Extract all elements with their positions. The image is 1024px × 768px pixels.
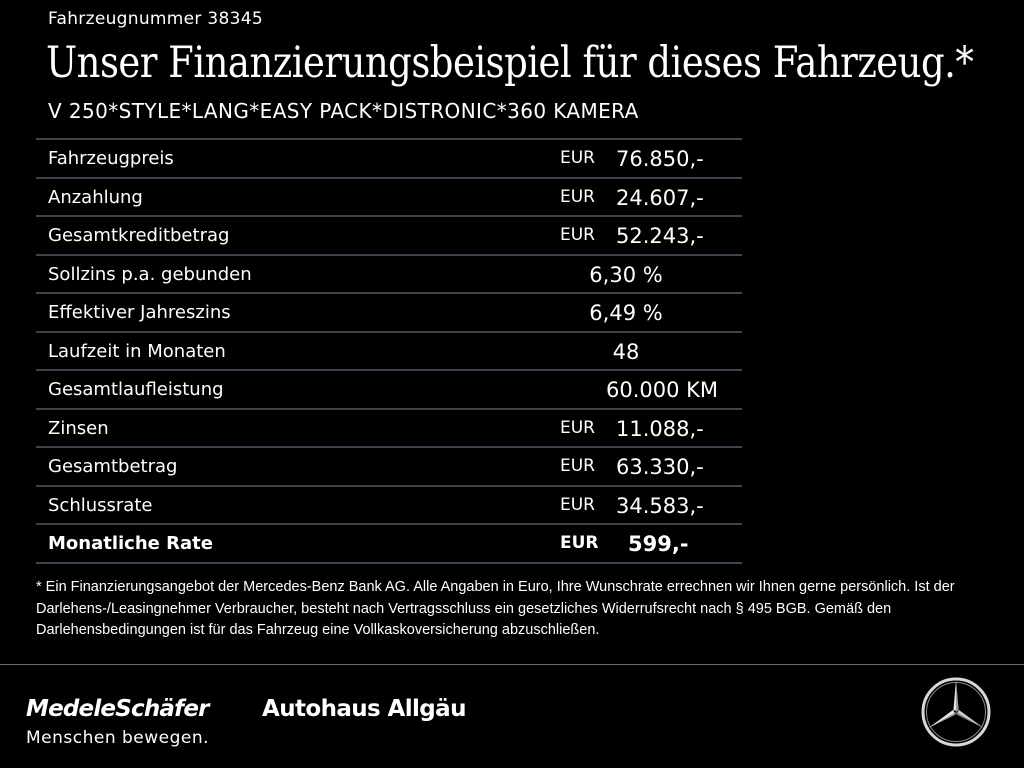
row-value: 48 [612,339,640,364]
row-label: Effektiver Jahreszins [48,302,231,323]
row-gesamtkreditbetrag: Gesamtkreditbetrag EUR 52.243,- [36,217,742,256]
row-schlussrate: Schlussrate EUR 34.583,- [36,487,742,525]
row-currency: EUR [560,456,595,476]
row-value: 24.607,- [616,185,704,210]
row-laufzeit: Laufzeit in Monaten 48 [36,333,742,371]
headline: Unser Finanzierungsbeispiel für dieses F… [46,38,974,88]
row-label: Laufzeit in Monaten [48,340,226,362]
slogan: Menschen bewegen. [26,728,210,748]
row-label: Zinsen [48,417,109,439]
brand-logo-medeleschaefer: MedeleSchäfer [26,696,209,722]
row-label: Sollzins p.a. gebunden [48,263,252,285]
row-monatliche-rate: Monatliche Rate EUR 599,- [36,525,742,564]
financing-table: Fahrzeugpreis EUR 76.850,- Anzahlung EUR… [36,138,742,564]
disclaimer: * Ein Finanzierungsangebot der Mercedes-… [36,579,955,638]
row-value: 76.850,- [616,147,704,171]
row-value: 599,- [628,532,689,556]
row-value: 60.000 KM [606,378,719,402]
row-label: Anzahlung [48,186,143,208]
row-sollzins: Sollzins p.a. gebunden 6,30 % [36,256,742,294]
footer-divider [0,664,1024,665]
row-value: 63.330,- [616,455,704,479]
row-label: Fahrzeugpreis [48,148,174,169]
model-line: V 250*STYLE*LANG*EASY PACK*DISTRONIC*360… [48,99,639,123]
row-currency: EUR [560,186,595,207]
row-value: 34.583,- [616,493,704,518]
row-value: 6,30 % [589,262,663,287]
row-currency: EUR [560,533,599,553]
row-fahrzeugpreis: Fahrzeugpreis EUR 76.850,- [36,140,742,179]
row-currency: EUR [560,494,595,515]
vehicle-number: Fahrzeugnummer 38345 [48,9,263,29]
row-label: Gesamtlaufleistung [48,379,224,400]
row-currency: EUR [560,225,595,245]
row-effektiver-jahreszins: Effektiver Jahreszins 6,49 % [36,294,742,333]
row-label: Monatliche Rate [48,533,213,554]
row-currency: EUR [560,417,595,438]
row-zinsen: Zinsen EUR 11.088,- [36,410,742,448]
mercedes-star-icon [921,677,991,747]
row-value: 52.243,- [616,224,704,248]
row-gesamtlaufleistung: Gesamtlaufleistung 60.000 KM [36,371,742,410]
row-anzahlung: Anzahlung EUR 24.607,- [36,179,742,217]
row-label: Schlussrate [48,494,153,516]
row-value: 6,49 % [589,301,663,325]
brand-logo-autohaus-allgaeu: Autohaus Allgäu [262,696,466,722]
row-currency: EUR [560,148,595,168]
row-gesamtbetrag: Gesamtbetrag EUR 63.330,- [36,448,742,487]
row-label: Gesamtkreditbetrag [48,225,230,246]
row-value: 11.088,- [616,416,704,441]
row-label: Gesamtbetrag [48,456,178,477]
